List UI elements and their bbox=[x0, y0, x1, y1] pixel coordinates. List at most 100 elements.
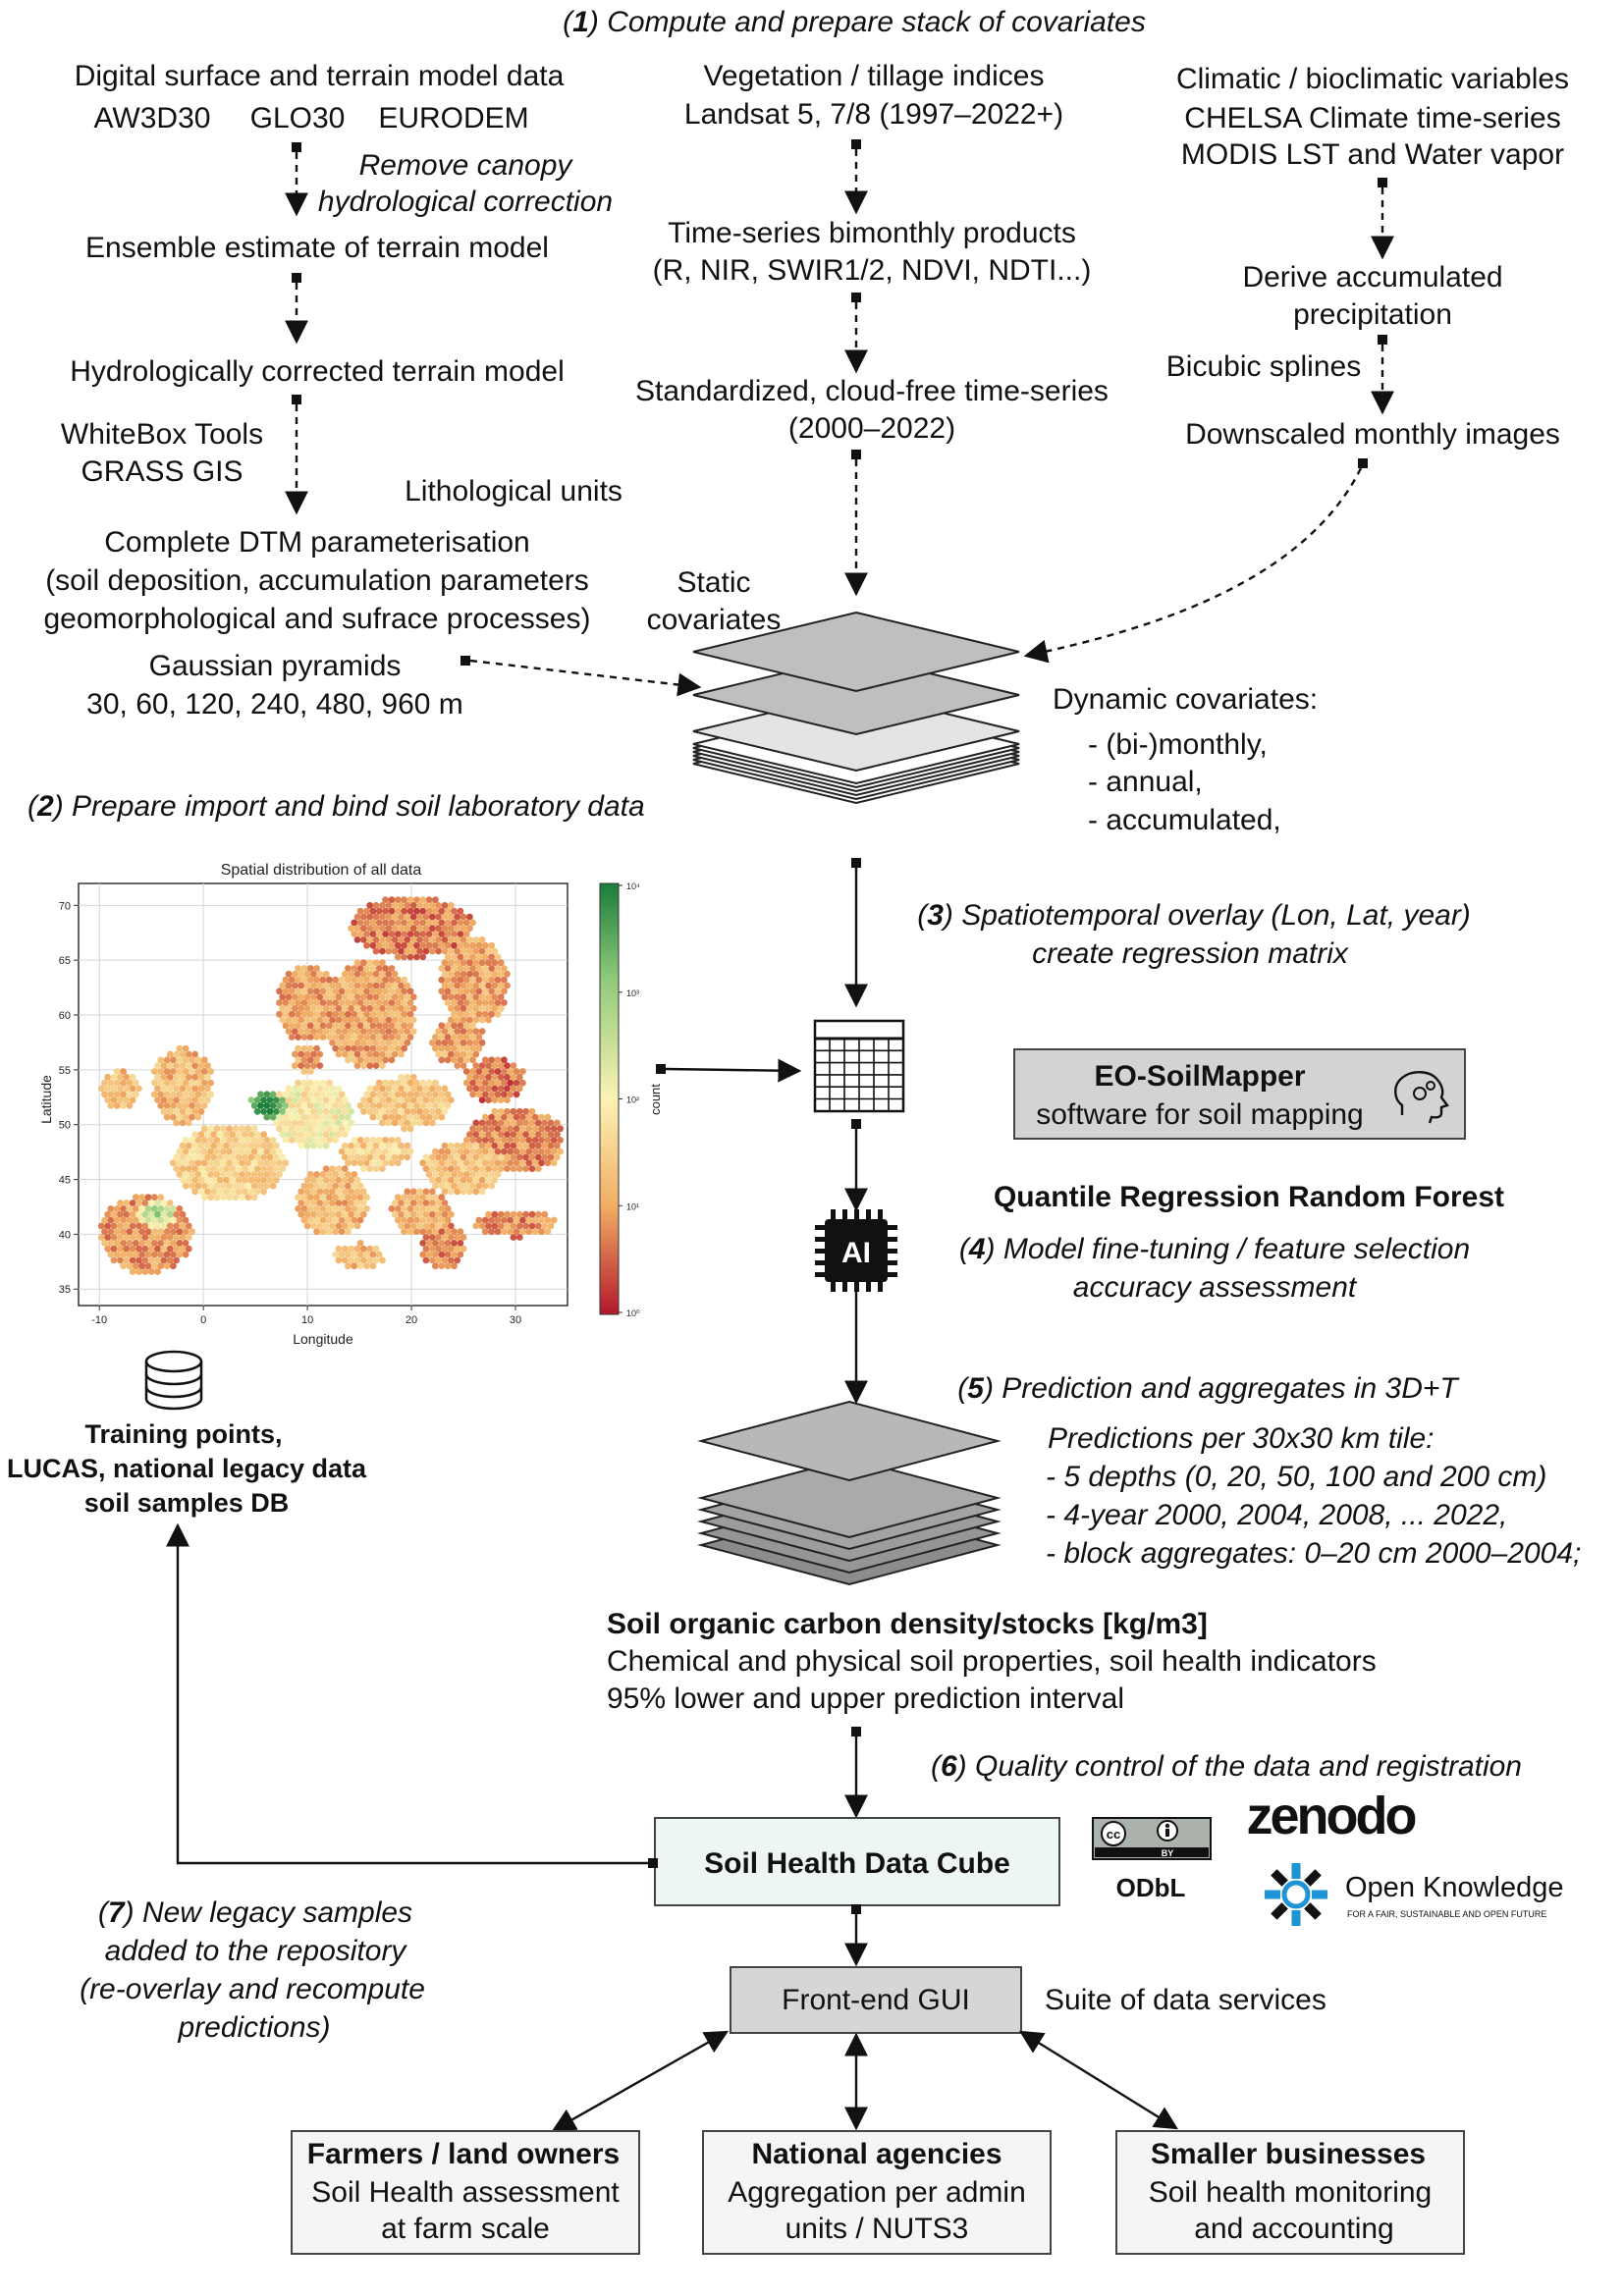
hex-cell bbox=[338, 1091, 346, 1098]
hex-cell bbox=[345, 1228, 352, 1236]
hex-cell bbox=[501, 1137, 508, 1144]
hex-cell bbox=[444, 1205, 452, 1212]
hex-cell bbox=[519, 1113, 526, 1121]
hex-cell bbox=[531, 1216, 539, 1224]
hex-cell bbox=[366, 970, 374, 978]
hex-cell bbox=[341, 1176, 349, 1184]
hex-cell bbox=[379, 902, 386, 909]
hex-cell bbox=[519, 1125, 526, 1133]
hex-cell bbox=[200, 1148, 208, 1155]
hex-cell bbox=[182, 1171, 189, 1178]
hex-cell bbox=[488, 1079, 496, 1087]
hex-cell bbox=[513, 1228, 520, 1236]
hex-cell bbox=[394, 1022, 402, 1030]
hex-cell bbox=[279, 1107, 287, 1115]
hex-cell bbox=[404, 1222, 411, 1230]
hex-cell bbox=[170, 1079, 177, 1087]
hex-cell bbox=[176, 1240, 184, 1247]
hex-cell bbox=[310, 1142, 317, 1149]
hex-cell bbox=[401, 1010, 407, 1018]
hex-cell bbox=[388, 1137, 396, 1144]
hex-cell bbox=[326, 1010, 333, 1018]
hex-cell bbox=[97, 1234, 105, 1241]
hex-cell bbox=[435, 1210, 442, 1218]
hex-cell bbox=[348, 1222, 354, 1230]
hex-cell bbox=[176, 1251, 184, 1258]
hex-cell bbox=[525, 1148, 533, 1155]
hex-cell bbox=[194, 1079, 202, 1087]
hex-cell bbox=[351, 988, 358, 995]
hex-cell bbox=[189, 1102, 195, 1109]
hex-cell bbox=[356, 1034, 364, 1041]
hex-cell bbox=[170, 1251, 177, 1258]
hex-cell bbox=[210, 1176, 218, 1184]
hex-cell bbox=[332, 1113, 340, 1121]
hex-cell bbox=[189, 1171, 195, 1178]
hex-cell bbox=[123, 1073, 131, 1081]
hex-cell bbox=[160, 1085, 168, 1093]
hex-cell bbox=[404, 1153, 411, 1161]
hex-cell bbox=[157, 1091, 165, 1098]
hex-cell bbox=[182, 1056, 189, 1064]
hex-cell bbox=[132, 1091, 139, 1098]
hex-cell bbox=[531, 1113, 539, 1121]
hex-cell bbox=[375, 988, 383, 995]
hex-cell bbox=[550, 1148, 558, 1155]
hex-cell bbox=[406, 1022, 414, 1030]
hex-cell bbox=[356, 1010, 364, 1018]
hex-cell bbox=[272, 1096, 280, 1103]
hex-cell bbox=[438, 976, 446, 984]
hex-cell bbox=[132, 1205, 139, 1212]
hex-cell bbox=[491, 993, 499, 1001]
ensemble-label: Ensemble estimate of terrain model bbox=[85, 232, 549, 264]
hex-cell bbox=[544, 1137, 552, 1144]
hex-cell bbox=[235, 1131, 243, 1138]
hex-cell bbox=[366, 1085, 374, 1093]
hex-cell bbox=[298, 1016, 305, 1024]
hex-cell bbox=[298, 1107, 305, 1115]
hex-cell bbox=[547, 1153, 555, 1161]
hex-cell bbox=[345, 1044, 352, 1052]
dynamic-item-accumulated: - accumulated, bbox=[1088, 804, 1281, 836]
hex-cell bbox=[501, 1228, 508, 1236]
hex-cell bbox=[322, 1210, 330, 1218]
hex-cell bbox=[366, 1245, 374, 1253]
hex-cell bbox=[182, 1044, 189, 1052]
hex-cell bbox=[279, 1096, 287, 1103]
connector-node bbox=[648, 1858, 658, 1868]
hex-cell bbox=[326, 1205, 333, 1212]
hex-cell bbox=[391, 1096, 399, 1103]
hex-cell bbox=[104, 1234, 112, 1241]
hex-cell bbox=[435, 1165, 442, 1172]
hex-cell bbox=[547, 1119, 555, 1127]
hex-cell bbox=[322, 1004, 330, 1012]
hex-cell bbox=[250, 1171, 258, 1178]
hex-cell bbox=[369, 931, 377, 937]
hex-cell bbox=[257, 1159, 264, 1167]
hex-cell bbox=[272, 1176, 280, 1184]
hex-cell bbox=[126, 1228, 134, 1236]
hex-cell bbox=[441, 1096, 449, 1103]
hex-cell bbox=[481, 1216, 489, 1224]
hex-cell bbox=[398, 982, 405, 989]
hex-cell bbox=[413, 1091, 420, 1098]
hex-cell bbox=[150, 1091, 158, 1098]
hex-cell bbox=[472, 1153, 480, 1161]
hex-cell bbox=[391, 1004, 399, 1012]
colorbar-tick-label: 10³ bbox=[626, 988, 639, 998]
hex-cell bbox=[303, 1004, 311, 1012]
hex-cell bbox=[413, 1194, 420, 1201]
hex-cell bbox=[345, 965, 352, 972]
database-icon bbox=[144, 1350, 203, 1411]
hex-cell bbox=[425, 1079, 433, 1087]
x-tick-label: 10 bbox=[301, 1314, 313, 1326]
hex-cell bbox=[263, 1102, 271, 1109]
hex-cell bbox=[469, 1022, 476, 1030]
hex-cell bbox=[472, 1039, 480, 1046]
hex-cell bbox=[226, 1182, 234, 1190]
hex-cell bbox=[285, 1085, 293, 1093]
hex-cell bbox=[113, 1240, 121, 1247]
hex-cell bbox=[491, 1062, 499, 1069]
hex-cell bbox=[462, 965, 470, 972]
hex-cell bbox=[422, 947, 430, 955]
